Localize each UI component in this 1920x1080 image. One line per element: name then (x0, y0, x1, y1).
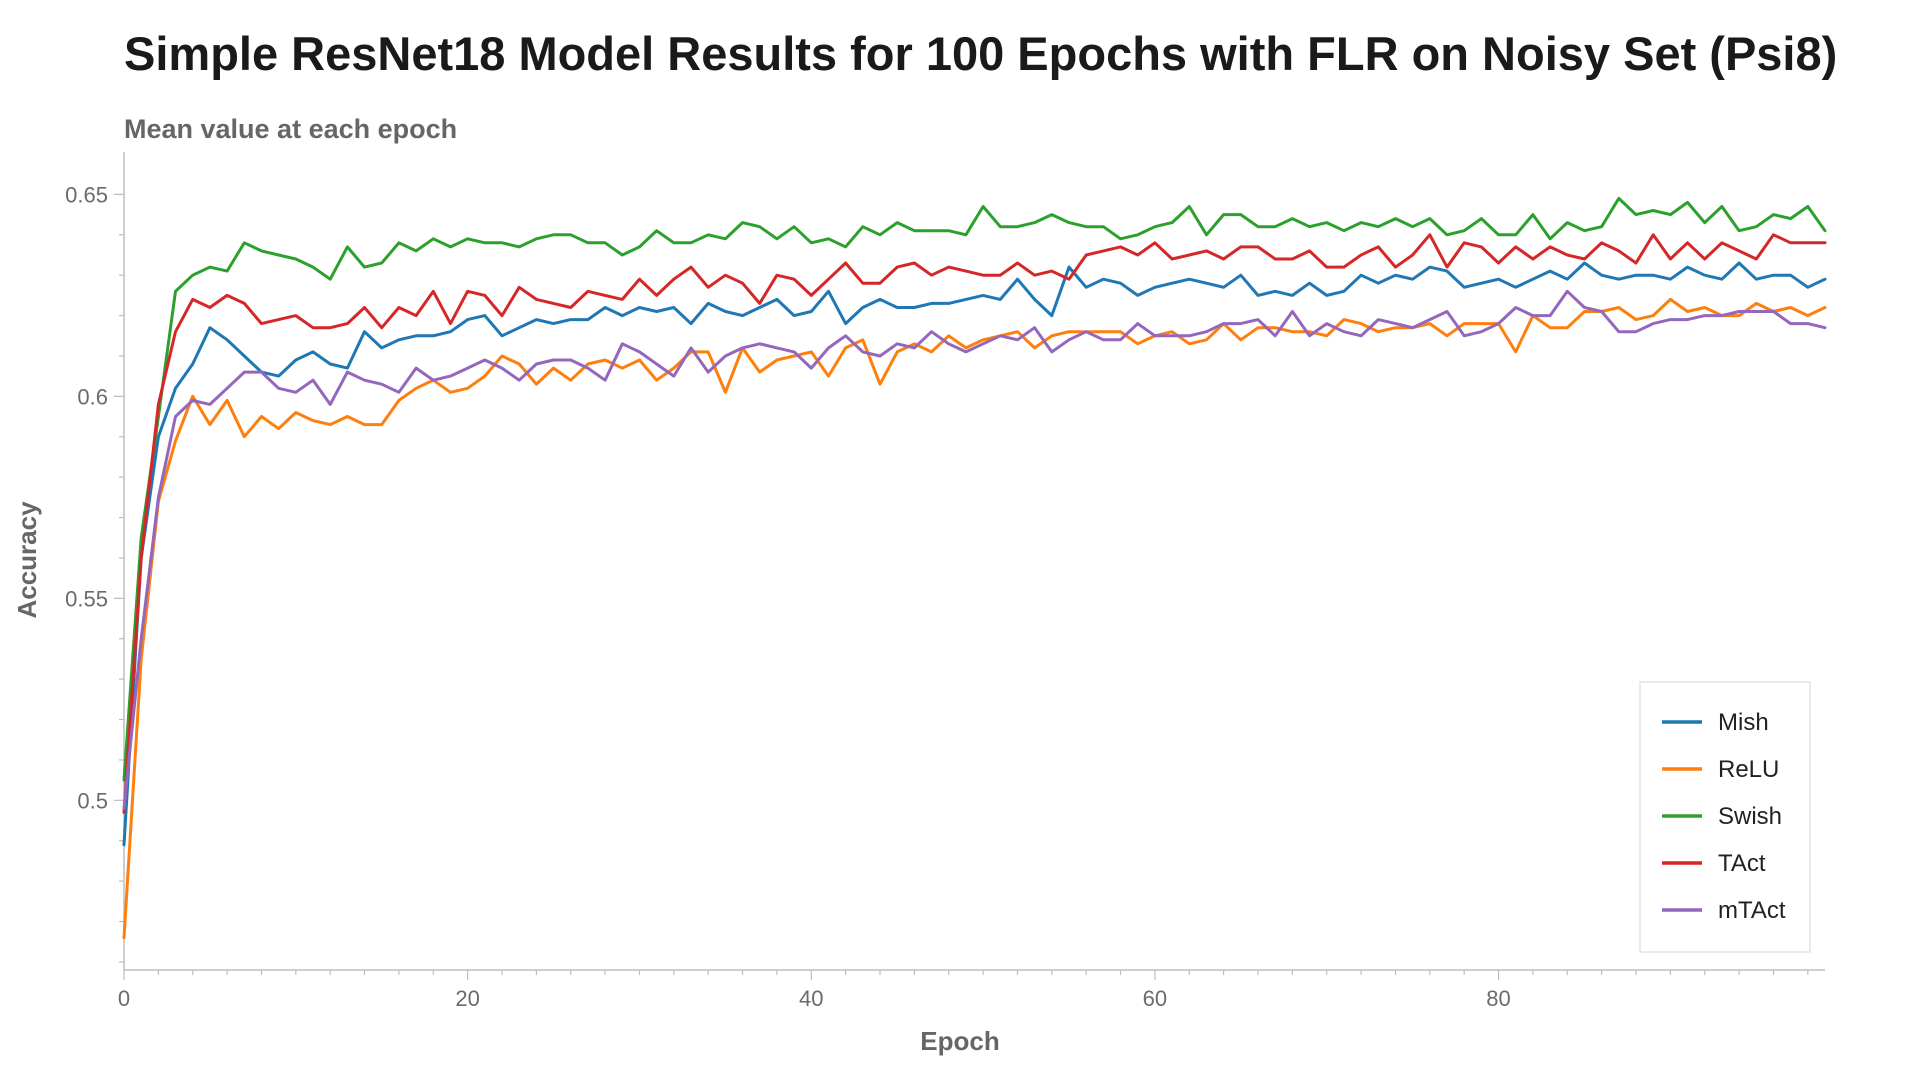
y-tick-label: 0.6 (77, 384, 108, 409)
legend-label-tact: TAct (1718, 850, 1766, 877)
y-tick-label: 0.55 (65, 586, 108, 611)
y-axis-title: Accuracy (12, 501, 42, 619)
series-line-mish (122, 261, 1827, 847)
y-tick-label: 0.5 (77, 788, 108, 813)
y-tick-label: 0.65 (65, 182, 108, 207)
series-line-tact (122, 233, 1827, 814)
x-tick-label: 0 (118, 986, 130, 1011)
series-line-relu (122, 297, 1827, 940)
legend-label-mish: Mish (1718, 709, 1769, 736)
x-tick-label: 60 (1143, 986, 1167, 1011)
x-tick-label: 20 (455, 986, 479, 1011)
series-lines (122, 196, 1827, 940)
legend: Mish ReLU Swish TAct mTAct (1639, 681, 1811, 953)
chart-subtitle: Mean value at each epoch (124, 114, 458, 144)
legend-label-mtact: mTAct (1718, 897, 1786, 924)
series-line-mtact (122, 289, 1827, 810)
axes: 0 20 40 60 80 0.5 0.55 0.6 0.65 (65, 152, 1825, 1011)
x-axis-title: Epoch (920, 1026, 999, 1056)
x-tick-label: 40 (799, 986, 823, 1011)
chart-title: Simple ResNet18 Model Results for 100 Ep… (124, 27, 1838, 80)
legend-label-relu: ReLU (1718, 756, 1779, 783)
x-tick-label: 80 (1486, 986, 1510, 1011)
legend-label-swish: Swish (1718, 803, 1782, 830)
series-line-swish (122, 196, 1827, 782)
